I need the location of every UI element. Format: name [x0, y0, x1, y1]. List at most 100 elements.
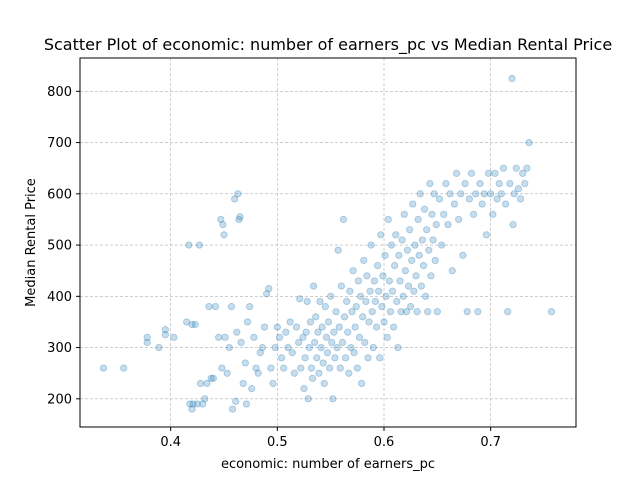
- data-point: [193, 400, 201, 408]
- data-point: [209, 374, 217, 382]
- data-point: [349, 267, 357, 275]
- data-point: [290, 369, 298, 377]
- data-point: [397, 308, 405, 316]
- data-point: [335, 323, 343, 331]
- data-point: [506, 179, 514, 188]
- data-point: [303, 297, 311, 306]
- data-point: [365, 318, 373, 326]
- data-point: [363, 272, 371, 280]
- y-tick-label: 500: [47, 239, 72, 254]
- data-point: [424, 308, 432, 316]
- data-point: [491, 169, 499, 177]
- data-point: [525, 138, 533, 147]
- data-point: [320, 379, 328, 388]
- data-point: [421, 292, 430, 300]
- data-point: [323, 349, 332, 357]
- data-point: [324, 318, 333, 326]
- data-point: [395, 251, 403, 259]
- data-point: [265, 285, 273, 293]
- data-point: [497, 190, 505, 198]
- data-point: [377, 231, 385, 239]
- data-point: [277, 354, 286, 362]
- data-point: [354, 277, 362, 285]
- data-point: [201, 395, 209, 403]
- data-point: [403, 246, 412, 254]
- data-point: [295, 338, 303, 347]
- data-point: [469, 210, 478, 218]
- x-tick-label: 0.4: [160, 435, 181, 450]
- data-point: [207, 374, 215, 382]
- data-point: [375, 287, 383, 295]
- data-point: [185, 241, 193, 249]
- data-point: [371, 297, 380, 306]
- y-tick-label: 700: [47, 136, 72, 151]
- data-point: [419, 261, 428, 270]
- data-point: [348, 308, 356, 316]
- data-point: [338, 338, 346, 347]
- data-point: [227, 302, 236, 311]
- data-point: [512, 164, 520, 172]
- data-point: [296, 295, 304, 303]
- data-point: [467, 169, 476, 177]
- data-point: [322, 333, 330, 341]
- data-point: [547, 308, 556, 316]
- data-point: [430, 190, 438, 198]
- data-point: [478, 200, 486, 208]
- data-point: [353, 364, 361, 372]
- data-point: [489, 210, 497, 218]
- data-point: [292, 323, 301, 331]
- data-point: [302, 328, 310, 336]
- data-point: [476, 179, 484, 188]
- data-point: [267, 364, 275, 372]
- data-point: [523, 164, 531, 172]
- data-point: [313, 354, 321, 362]
- data-point: [275, 333, 284, 341]
- data-point: [327, 292, 335, 300]
- data-point: [225, 343, 233, 352]
- data-point: [388, 287, 397, 295]
- data-point: [343, 297, 351, 306]
- data-point: [413, 308, 421, 316]
- data-point: [369, 343, 377, 352]
- data-point: [442, 179, 450, 188]
- data-point: [457, 190, 465, 198]
- data-point: [474, 308, 482, 316]
- data-point: [195, 241, 204, 249]
- data-point: [186, 400, 194, 408]
- data-point: [459, 251, 467, 259]
- data-point: [410, 287, 418, 295]
- data-point: [465, 195, 473, 203]
- data-point: [418, 236, 426, 244]
- data-point: [409, 200, 417, 208]
- data-point: [301, 354, 309, 362]
- data-point: [383, 333, 391, 341]
- data-point: [396, 277, 404, 285]
- data-point: [328, 338, 336, 347]
- data-point: [501, 200, 510, 208]
- data-point: [233, 328, 241, 336]
- data-point: [440, 210, 448, 218]
- data-point: [99, 364, 108, 372]
- data-point: [480, 190, 488, 198]
- data-point: [248, 384, 256, 393]
- data-point: [417, 282, 425, 290]
- data-point: [426, 179, 434, 188]
- data-point: [258, 343, 266, 352]
- data-point: [252, 364, 260, 372]
- data-point: [321, 302, 329, 311]
- data-point: [509, 220, 517, 229]
- grid-layer: [80, 58, 576, 427]
- data-point: [427, 272, 435, 280]
- data-point: [203, 379, 211, 388]
- data-point: [239, 379, 247, 388]
- data-point: [391, 261, 399, 270]
- data-point: [331, 354, 339, 362]
- data-point: [521, 179, 529, 188]
- data-point: [336, 364, 344, 372]
- data-point: [495, 179, 503, 188]
- data-point: [493, 195, 501, 203]
- data-point: [345, 369, 353, 377]
- data-point: [325, 364, 334, 372]
- data-point: [379, 272, 387, 280]
